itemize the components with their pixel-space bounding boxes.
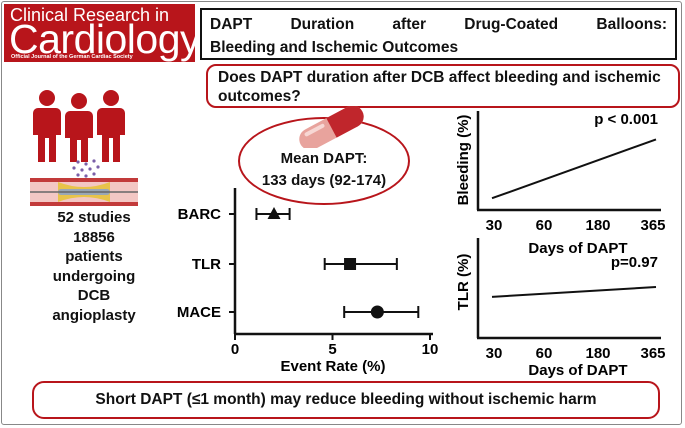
balloon-artery-icon: [30, 159, 138, 206]
forest-x-tick-label: 5: [328, 341, 336, 358]
study-text-undergoing: undergoing: [52, 267, 136, 285]
title-line1: DAPT Duration after Drug-Coated Balloons…: [210, 16, 667, 33]
forest-category-label: MACE: [177, 304, 221, 321]
forest-category-label: BARC: [178, 206, 221, 223]
mean-dapt-oval: [238, 117, 410, 205]
forest-point-triangle: [267, 207, 281, 219]
tlr-ylabel: TLR (%): [455, 254, 472, 311]
bleeding-p-value: p < 0.001: [594, 111, 658, 128]
patient-count: 18856: [73, 228, 115, 246]
study-summary: 52 studies 18856 patients undergoing DCB…: [14, 208, 174, 325]
journal-subtitle: Official Journal of the German Cardiac S…: [11, 54, 133, 60]
tlr-x-tick-label: 180: [585, 345, 610, 362]
bleeding-ylabel: Bleeding (%): [455, 115, 472, 206]
question-box: Does DAPT duration after DCB affect blee…: [206, 64, 680, 108]
forest-point-square: [344, 258, 357, 270]
study-count: 52 studies: [57, 209, 131, 226]
tlr-trend-chart: TLR (%) p=0.97 30 60 180 365 Days of DAPT: [455, 238, 666, 379]
bleeding-x-tick-label: 180: [585, 217, 610, 234]
bleeding-x-tick-label: 60: [536, 217, 553, 234]
forest-category-label: TLR: [192, 256, 221, 273]
study-text-angioplasty: angioplasty: [52, 306, 136, 324]
journal-logo: Clinical Research in Cardiology Official…: [4, 4, 195, 62]
forest-point-circle: [370, 305, 384, 319]
bleeding-x-tick-label: 30: [486, 217, 503, 234]
bleeding-trend-chart: Bleeding (%) p < 0.001 30 60 180 365 Days o…: [455, 111, 666, 257]
tlr-x-tick-label: 365: [640, 345, 665, 362]
bleeding-trend-line: [491, 138, 657, 200]
pill-capsule-icon: [299, 106, 364, 148]
tlr-trend-line: [491, 286, 657, 298]
study-text-patients: patients: [65, 248, 123, 265]
forest-x-tick-label: 0: [231, 341, 239, 358]
mean-dapt-value: 133 days (92-174): [261, 172, 387, 189]
bleeding-xlabel: Days of DAPT: [528, 240, 627, 257]
tlr-x-tick-label: 60: [536, 345, 553, 362]
tlr-p-value: p=0.97: [611, 254, 658, 271]
conclusion-box: Short DAPT (≤1 month) may reduce bleedin…: [32, 381, 660, 419]
forest-xlabel: Event Rate (%): [280, 358, 385, 375]
tlr-x-tick-label: 30: [486, 345, 503, 362]
study-text-dcb: DCB: [77, 287, 111, 304]
title-box: DAPT Duration after Drug-Coated Balloons…: [200, 8, 677, 60]
people-icon: [33, 90, 125, 162]
journal-name-line2: Cardiology: [9, 16, 195, 62]
forest-x-tick-label: 10: [422, 341, 439, 358]
title-line2: Bleeding and Ischemic Outcomes: [210, 39, 459, 56]
forest-plot: 0 5 10 BARC TLR MACE Event Rate (%): [177, 188, 439, 375]
mean-dapt-label: Mean DAPT:: [280, 150, 368, 167]
tlr-xlabel: Days of DAPT: [528, 362, 627, 379]
journal-name-line1: Clinical Research in: [10, 5, 170, 25]
bleeding-x-tick-label: 365: [640, 217, 665, 234]
